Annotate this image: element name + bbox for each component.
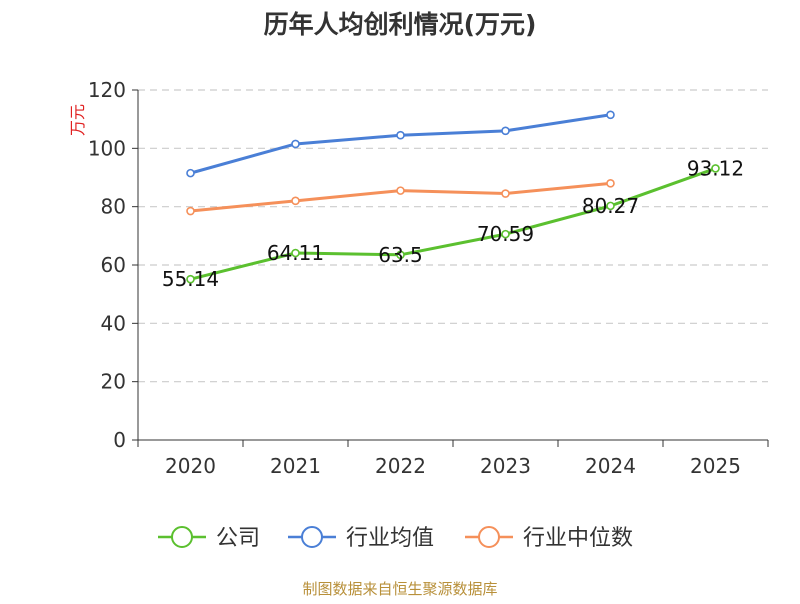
data-point xyxy=(291,196,300,206)
data-point xyxy=(606,110,615,120)
data-label: 55.14 xyxy=(162,267,219,291)
x-tick-label: 2025 xyxy=(690,454,741,478)
series-line-公司 xyxy=(190,166,717,281)
legend-label: 公司 xyxy=(216,526,260,551)
data-point xyxy=(711,164,720,173)
legend-marker-行业均值 xyxy=(301,526,323,548)
source-footer: 制图数据来自恒生聚源数据库 xyxy=(302,580,498,598)
data-label: 63.5 xyxy=(378,243,423,267)
x-tick-label: 2021 xyxy=(270,454,321,478)
data-point xyxy=(396,250,405,260)
data-label: 80.27 xyxy=(582,194,639,218)
data-point xyxy=(291,248,300,258)
legend-label: 行业中位数 xyxy=(523,526,633,551)
legend-marker-公司 xyxy=(171,526,193,548)
data-point xyxy=(606,201,615,211)
y-tick-label: 80 xyxy=(101,195,126,219)
data-point xyxy=(186,168,195,178)
x-tick-label: 2022 xyxy=(375,454,426,478)
x-tick-label: 2020 xyxy=(165,454,216,478)
data-point xyxy=(186,206,195,216)
y-tick-label: 20 xyxy=(101,370,126,394)
chart-title: 历年人均创利情况(万元) xyxy=(264,10,537,39)
data-label: 70.59 xyxy=(477,222,534,246)
y-tick-label: 100 xyxy=(88,136,126,160)
data-label-layer: 55.14 64.11 63.5 70.59 80.27 93.12 xyxy=(162,156,744,291)
data-label: 93.12 xyxy=(687,156,744,180)
y-tick-label: 60 xyxy=(101,253,126,277)
y-tick-label: 40 xyxy=(101,311,126,335)
y-tick-label: 120 xyxy=(88,78,126,102)
series-line-行业均值 xyxy=(190,113,611,175)
data-point xyxy=(501,229,510,239)
data-point xyxy=(186,274,195,284)
grid-layer xyxy=(138,89,768,383)
data-point xyxy=(291,139,300,149)
x-tick-label: 2024 xyxy=(585,454,636,478)
legend-label: 行业均值 xyxy=(346,526,434,551)
data-point xyxy=(606,179,615,188)
legend: 公司 行业均值 行业中位数 xyxy=(158,526,633,551)
data-label: 64.11 xyxy=(267,241,324,265)
x-tick-label: 2023 xyxy=(480,454,531,478)
y-tick-label: 0 xyxy=(113,428,126,452)
data-point xyxy=(501,189,510,198)
data-point xyxy=(396,130,405,140)
y-axis-title: 万元 xyxy=(68,104,87,136)
data-point xyxy=(501,126,510,136)
legend-marker-行业中位数 xyxy=(478,526,500,548)
data-point xyxy=(396,186,405,195)
series-layer xyxy=(186,110,720,284)
